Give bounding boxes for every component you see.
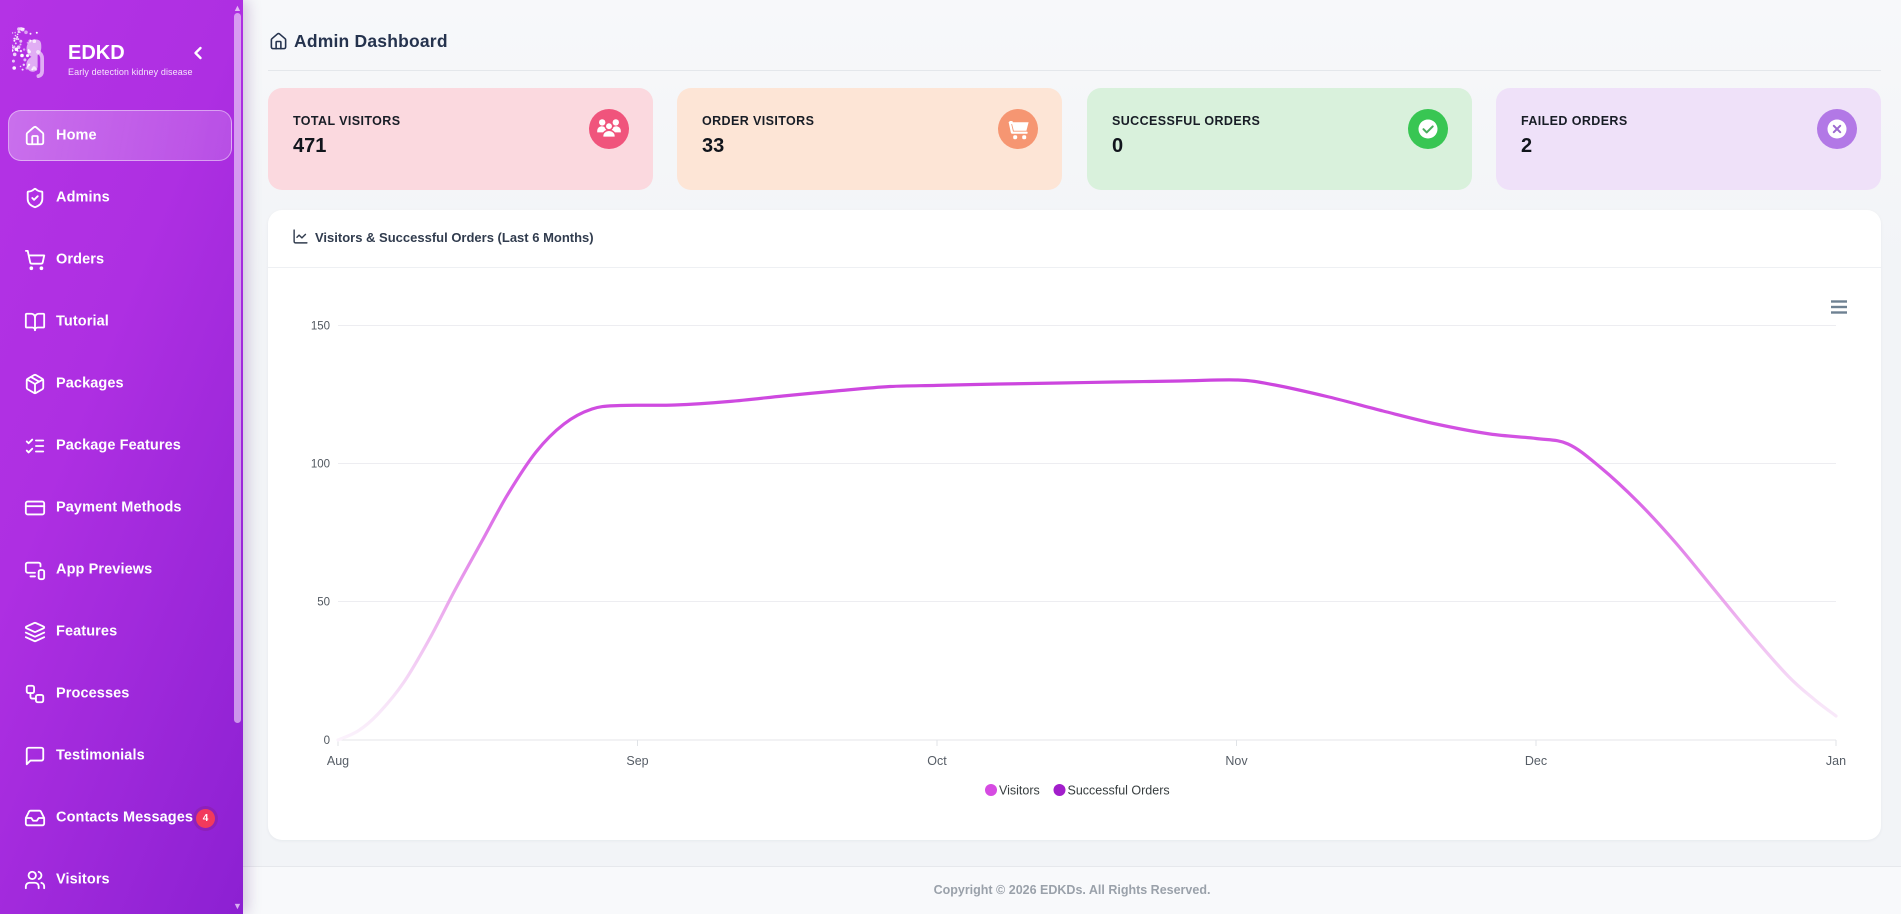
svg-text:100: 100 xyxy=(311,459,330,471)
svg-text:Sep: Sep xyxy=(626,754,648,768)
svg-text:Nov: Nov xyxy=(1225,754,1248,768)
svg-text:150: 150 xyxy=(311,321,330,333)
svg-text:Successful Orders: Successful Orders xyxy=(1068,784,1170,798)
svg-text:Oct: Oct xyxy=(927,754,947,768)
svg-text:Dec: Dec xyxy=(1525,754,1547,768)
svg-text:50: 50 xyxy=(317,597,330,609)
svg-text:0: 0 xyxy=(324,735,330,747)
svg-text:Aug: Aug xyxy=(327,754,349,768)
svg-text:Visitors: Visitors xyxy=(999,784,1040,798)
svg-text:Jan: Jan xyxy=(1826,754,1846,768)
